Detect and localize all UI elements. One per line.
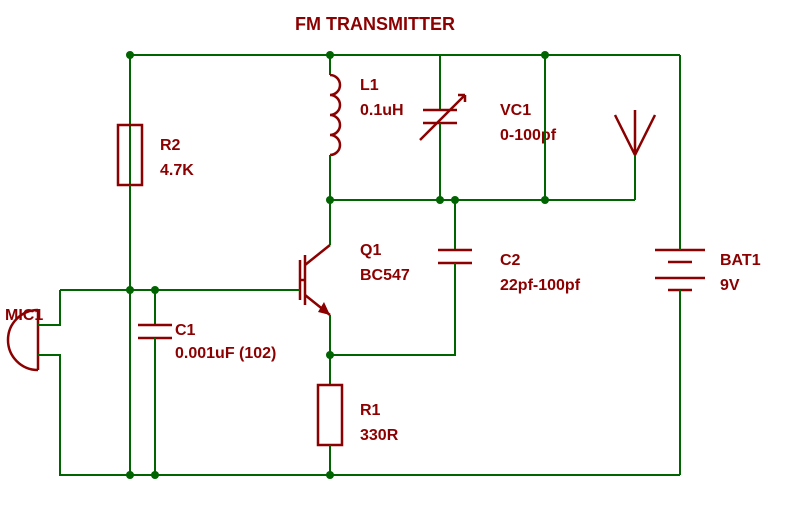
node [151, 471, 159, 479]
q1-transistor [295, 200, 330, 355]
node [436, 196, 444, 204]
l1-inductor [330, 55, 340, 200]
node [326, 196, 334, 204]
r1-resistor [318, 355, 342, 475]
node [451, 196, 459, 204]
node [326, 51, 334, 59]
bat1-battery [655, 245, 705, 300]
node [126, 286, 134, 294]
l1-ref: L1 [360, 77, 379, 94]
c1-ref: C1 [175, 322, 196, 339]
r1-val: 330R [360, 427, 399, 444]
circuit-diagram: FM TRANSMITTER R2 4.7K MIC1 C1 0.001uF (… [0, 0, 799, 515]
node [126, 471, 134, 479]
mic1-ref: MIC1 [5, 307, 43, 324]
bat1-ref: BAT1 [720, 252, 761, 269]
r1-ref: R1 [360, 402, 381, 419]
c2-val: 22pf-100pf [500, 277, 581, 294]
l1-val: 0.1uH [360, 102, 404, 119]
r2-val: 4.7K [160, 162, 194, 179]
node [541, 196, 549, 204]
bat1-val: 9V [720, 277, 740, 294]
c1-capacitor [138, 290, 172, 475]
node [326, 351, 334, 359]
vc1-val: 0-100pf [500, 127, 557, 144]
c2-ref: C2 [500, 252, 521, 269]
r2-ref: R2 [160, 137, 181, 154]
node [126, 51, 134, 59]
node [151, 286, 159, 294]
node [326, 471, 334, 479]
vc1-ref: VC1 [500, 102, 531, 119]
title: FM TRANSMITTER [295, 14, 455, 34]
q1-val: BC547 [360, 267, 410, 284]
c1-val: 0.001uF (102) [175, 345, 276, 362]
q1-ref: Q1 [360, 242, 381, 259]
antenna [615, 110, 655, 200]
node [541, 51, 549, 59]
